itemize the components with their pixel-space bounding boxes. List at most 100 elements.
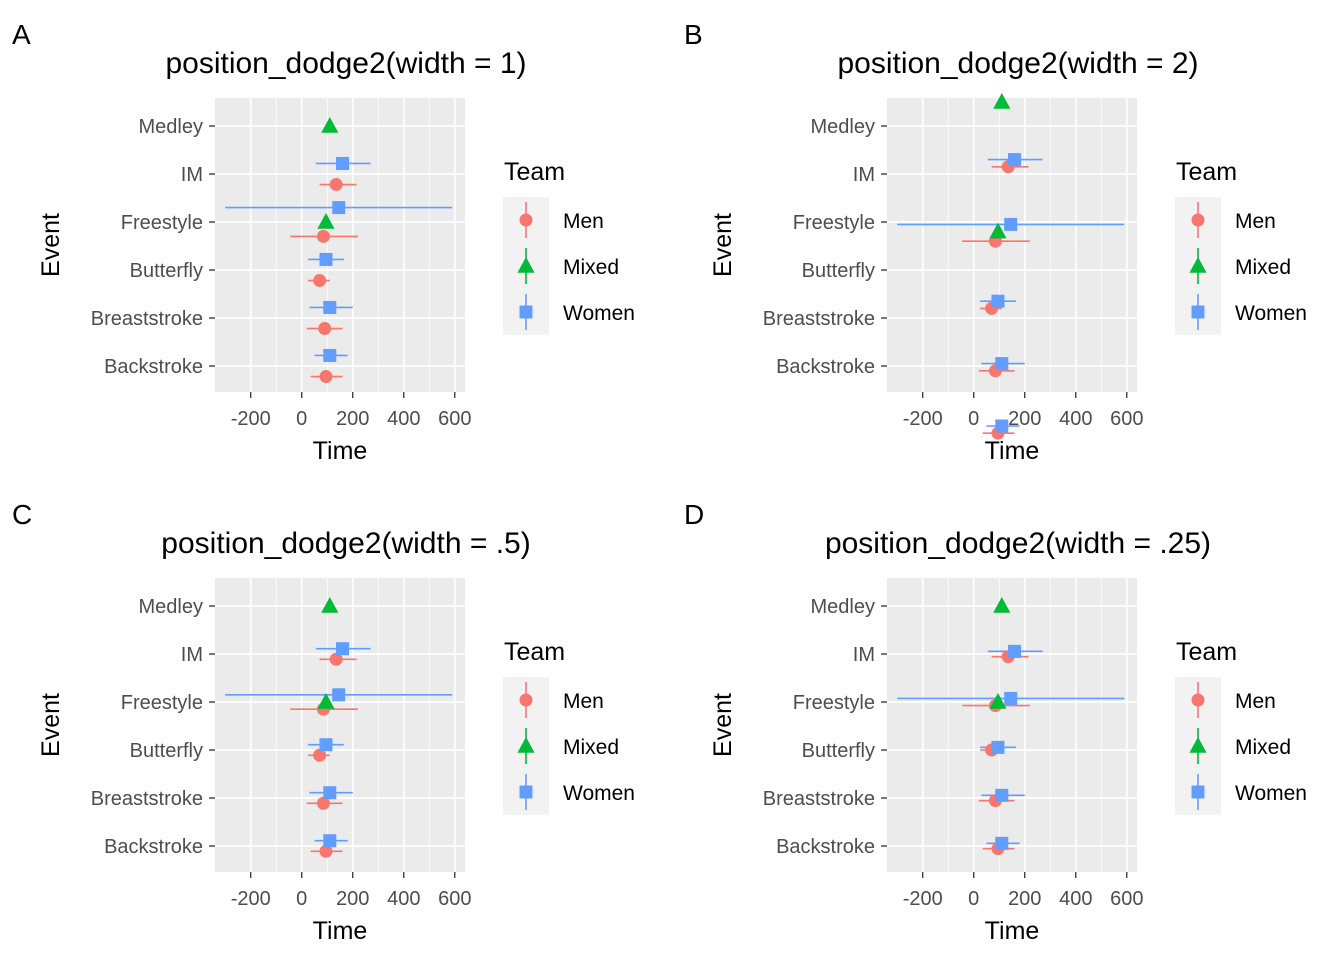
- panel-tag: B: [684, 19, 703, 50]
- y-axis-title: Event: [709, 213, 737, 277]
- point-men: [313, 748, 327, 762]
- x-axis-title: Time: [313, 917, 368, 945]
- point-women: [336, 156, 350, 170]
- x-tick-label: 0: [968, 888, 979, 910]
- y-tick-label: IM: [853, 644, 875, 666]
- legend-key-women: [519, 305, 533, 319]
- y-tick-label: IM: [853, 164, 875, 186]
- point-women: [1008, 153, 1022, 167]
- point-mixed: [321, 597, 339, 613]
- point-men: [319, 844, 333, 858]
- y-tick-label: IM: [181, 644, 203, 666]
- point-mixed: [317, 693, 335, 709]
- point-men: [316, 796, 330, 810]
- legend-label: Mixed: [1235, 256, 1291, 279]
- point-women: [991, 294, 1005, 308]
- point-women: [323, 348, 337, 362]
- chart-title: position_dodge2(width = 2): [837, 47, 1198, 80]
- x-tick-label: 200: [1008, 408, 1041, 430]
- y-tick-label: Backstroke: [776, 836, 875, 858]
- point-women: [332, 688, 346, 702]
- point-mixed: [317, 213, 335, 229]
- legend-label: Men: [563, 210, 604, 233]
- point-women: [319, 738, 333, 752]
- x-tick-label: 600: [1110, 888, 1143, 910]
- y-tick-label: Butterfly: [130, 740, 203, 762]
- point-men: [313, 274, 327, 288]
- point-men: [318, 322, 332, 336]
- legend-title: Team: [1176, 158, 1237, 186]
- legend-label: Men: [563, 690, 604, 713]
- y-axis-title: Event: [37, 213, 65, 277]
- point-men: [316, 229, 330, 243]
- legend-key-women: [519, 785, 533, 799]
- legend-label: Women: [563, 302, 635, 325]
- point-women: [995, 836, 1009, 850]
- legend-key-mixed: [517, 257, 535, 273]
- point-men: [319, 370, 333, 384]
- point-mixed: [321, 117, 339, 133]
- legend-key-men: [1191, 693, 1205, 707]
- point-women: [1008, 644, 1022, 658]
- plot-background: [887, 98, 1137, 392]
- x-tick-label: 200: [1008, 888, 1041, 910]
- legend-label: Men: [1235, 210, 1276, 233]
- point-women: [323, 300, 337, 314]
- y-tick-label: Breaststroke: [763, 788, 875, 810]
- y-tick-label: Backstroke: [104, 356, 203, 378]
- x-tick-label: -200: [231, 408, 271, 430]
- point-men: [329, 652, 343, 666]
- legend-label: Women: [1235, 782, 1307, 805]
- point-women: [323, 834, 337, 848]
- x-tick-label: 200: [336, 888, 369, 910]
- y-tick-label: Freestyle: [793, 692, 875, 714]
- legend-key-women: [1191, 305, 1205, 319]
- y-tick-label: Butterfly: [802, 740, 875, 762]
- x-tick-label: -200: [903, 888, 943, 910]
- plot-background: [215, 578, 465, 872]
- x-tick-label: 0: [296, 888, 307, 910]
- point-men: [329, 178, 343, 192]
- point-women: [995, 357, 1009, 371]
- x-axis-title: Time: [985, 917, 1040, 945]
- panel-tag: C: [12, 499, 32, 530]
- x-tick-label: 600: [438, 408, 471, 430]
- legend-key-mixed: [517, 737, 535, 753]
- point-mixed: [989, 693, 1007, 709]
- y-tick-label: Butterfly: [802, 260, 875, 282]
- point-women: [1004, 691, 1018, 705]
- y-tick-label: Butterfly: [130, 260, 203, 282]
- legend-label: Mixed: [563, 736, 619, 759]
- x-axis-title: Time: [313, 437, 368, 465]
- legend-title: Team: [504, 158, 565, 186]
- plot-background: [215, 98, 465, 392]
- point-women: [995, 788, 1009, 802]
- x-tick-label: 400: [1059, 408, 1092, 430]
- legend-title: Team: [504, 638, 565, 666]
- legend-key-women: [1191, 785, 1205, 799]
- x-tick-label: 400: [1059, 888, 1092, 910]
- chart-title: position_dodge2(width = .5): [161, 527, 530, 560]
- legend-key-men: [519, 213, 533, 227]
- y-tick-label: Freestyle: [793, 212, 875, 234]
- y-axis-title: Event: [709, 693, 737, 757]
- x-tick-label: 400: [387, 888, 420, 910]
- legend-label: Women: [1235, 302, 1307, 325]
- x-tick-label: 600: [438, 888, 471, 910]
- y-tick-label: Freestyle: [121, 692, 203, 714]
- legend-key-men: [519, 693, 533, 707]
- y-tick-label: Medley: [139, 116, 203, 138]
- y-tick-label: IM: [181, 164, 203, 186]
- legend-key-men: [1191, 213, 1205, 227]
- plot-background: [887, 578, 1137, 872]
- point-women: [332, 201, 346, 215]
- legend-label: Women: [563, 782, 635, 805]
- point-mixed: [989, 222, 1007, 239]
- point-women: [319, 252, 333, 266]
- panel-tag: D: [684, 499, 704, 530]
- y-tick-label: Medley: [139, 596, 203, 618]
- x-tick-label: 600: [1110, 408, 1143, 430]
- y-tick-label: Medley: [811, 116, 875, 138]
